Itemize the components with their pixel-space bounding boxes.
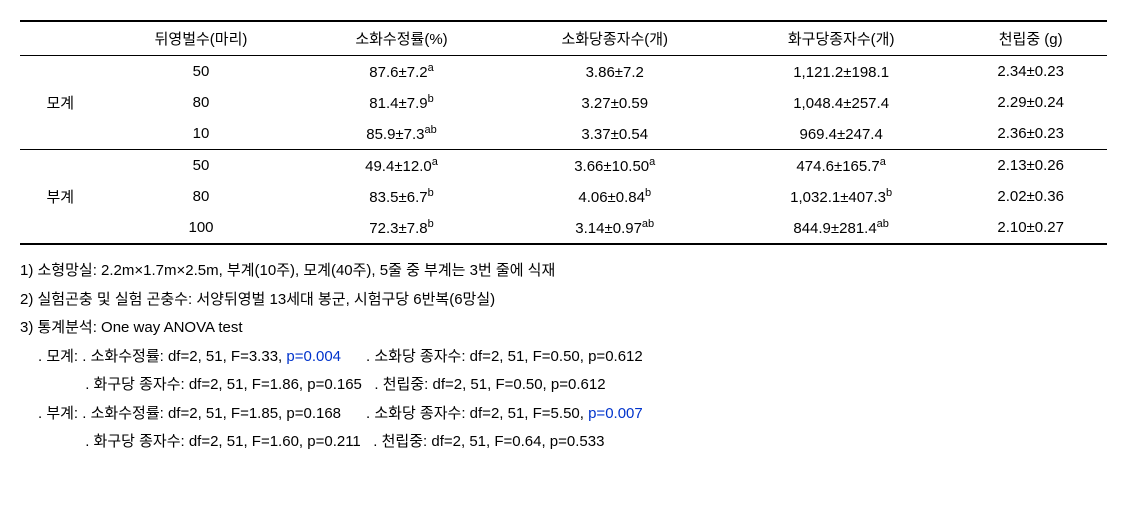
cell-seedhead: 474.6±165.7a bbox=[728, 150, 954, 182]
col-tsw: 천립중 (g) bbox=[954, 21, 1107, 56]
cell-fert: 81.4±7.9b bbox=[301, 87, 501, 118]
cell-fert: 72.3±7.8b bbox=[301, 212, 501, 244]
note-3: 3) 통계분석: One way ANOVA test bbox=[20, 314, 1107, 343]
note-2: 2) 실험곤충 및 실험 곤충수: 서양뒤영벌 13세대 봉군, 시험구당 6반… bbox=[20, 286, 1107, 315]
cell-seedflower: 3.37±0.54 bbox=[502, 118, 728, 150]
cell-n: 50 bbox=[101, 56, 302, 88]
cell-n: 100 bbox=[101, 212, 302, 244]
table-row: 100 72.3±7.8b 3.14±0.97ab 844.9±281.4ab … bbox=[20, 212, 1107, 244]
note-mogye-line2: . 화구당 종자수: df=2, 51, F=1.86, p=0.165 . 천… bbox=[20, 371, 1107, 400]
cell-n: 80 bbox=[101, 87, 302, 118]
cell-n: 10 bbox=[101, 118, 302, 150]
cell-n: 80 bbox=[101, 181, 302, 212]
cell-n: 50 bbox=[101, 150, 302, 182]
col-beecount: 뒤영벌수(마리) bbox=[101, 21, 302, 56]
cell-fert: 85.9±7.3ab bbox=[301, 118, 501, 150]
header-row: 뒤영벌수(마리) 소화수정률(%) 소화당종자수(개) 화구당종자수(개) 천립… bbox=[20, 21, 1107, 56]
group-label-bugye: 부계 bbox=[20, 150, 101, 245]
note-bugye-line2: . 화구당 종자수: df=2, 51, F=1.60, p=0.211 . 천… bbox=[20, 428, 1107, 457]
cell-seedflower: 3.66±10.50a bbox=[502, 150, 728, 182]
cell-tsw: 2.36±0.23 bbox=[954, 118, 1107, 150]
cell-tsw: 2.13±0.26 bbox=[954, 150, 1107, 182]
note-bugye-line1: . 부계: . 소화수정률: df=2, 51, F=1.85, p=0.168… bbox=[20, 400, 1107, 429]
table-row: 10 85.9±7.3ab 3.37±0.54 969.4±247.4 2.36… bbox=[20, 118, 1107, 150]
cell-seedhead: 844.9±281.4ab bbox=[728, 212, 954, 244]
table-row: 80 81.4±7.9b 3.27±0.59 1,048.4±257.4 2.2… bbox=[20, 87, 1107, 118]
group-label-mogye: 모계 bbox=[20, 56, 101, 150]
cell-tsw: 2.02±0.36 bbox=[954, 181, 1107, 212]
table-row: 모계 50 87.6±7.2a 3.86±7.2 1,121.2±198.1 2… bbox=[20, 56, 1107, 88]
cell-fert: 49.4±12.0a bbox=[301, 150, 501, 182]
cell-seedhead: 1,121.2±198.1 bbox=[728, 56, 954, 88]
col-group bbox=[20, 21, 101, 56]
cell-seedflower: 3.86±7.2 bbox=[502, 56, 728, 88]
cell-seedhead: 969.4±247.4 bbox=[728, 118, 954, 150]
footnotes: 1) 소형망실: 2.2m×1.7m×2.5m, 부계(10주), 모계(40주… bbox=[20, 257, 1107, 457]
cell-seedflower: 3.14±0.97ab bbox=[502, 212, 728, 244]
cell-seedhead: 1,048.4±257.4 bbox=[728, 87, 954, 118]
cell-seedflower: 4.06±0.84b bbox=[502, 181, 728, 212]
cell-tsw: 2.29±0.24 bbox=[954, 87, 1107, 118]
col-fertrate: 소화수정률(%) bbox=[301, 21, 501, 56]
cell-seedhead: 1,032.1±407.3b bbox=[728, 181, 954, 212]
table-row: 80 83.5±6.7b 4.06±0.84b 1,032.1±407.3b 2… bbox=[20, 181, 1107, 212]
cell-tsw: 2.34±0.23 bbox=[954, 56, 1107, 88]
note-mogye-line1: . 모계: . 소화수정률: df=2, 51, F=3.33, p=0.004… bbox=[20, 343, 1107, 372]
results-table: 뒤영벌수(마리) 소화수정률(%) 소화당종자수(개) 화구당종자수(개) 천립… bbox=[20, 20, 1107, 245]
cell-seedflower: 3.27±0.59 bbox=[502, 87, 728, 118]
cell-fert: 83.5±6.7b bbox=[301, 181, 501, 212]
cell-fert: 87.6±7.2a bbox=[301, 56, 501, 88]
note-1: 1) 소형망실: 2.2m×1.7m×2.5m, 부계(10주), 모계(40주… bbox=[20, 257, 1107, 286]
cell-tsw: 2.10±0.27 bbox=[954, 212, 1107, 244]
col-seedhead: 화구당종자수(개) bbox=[728, 21, 954, 56]
col-seedflower: 소화당종자수(개) bbox=[502, 21, 728, 56]
table-row: 부계 50 49.4±12.0a 3.66±10.50a 474.6±165.7… bbox=[20, 150, 1107, 182]
